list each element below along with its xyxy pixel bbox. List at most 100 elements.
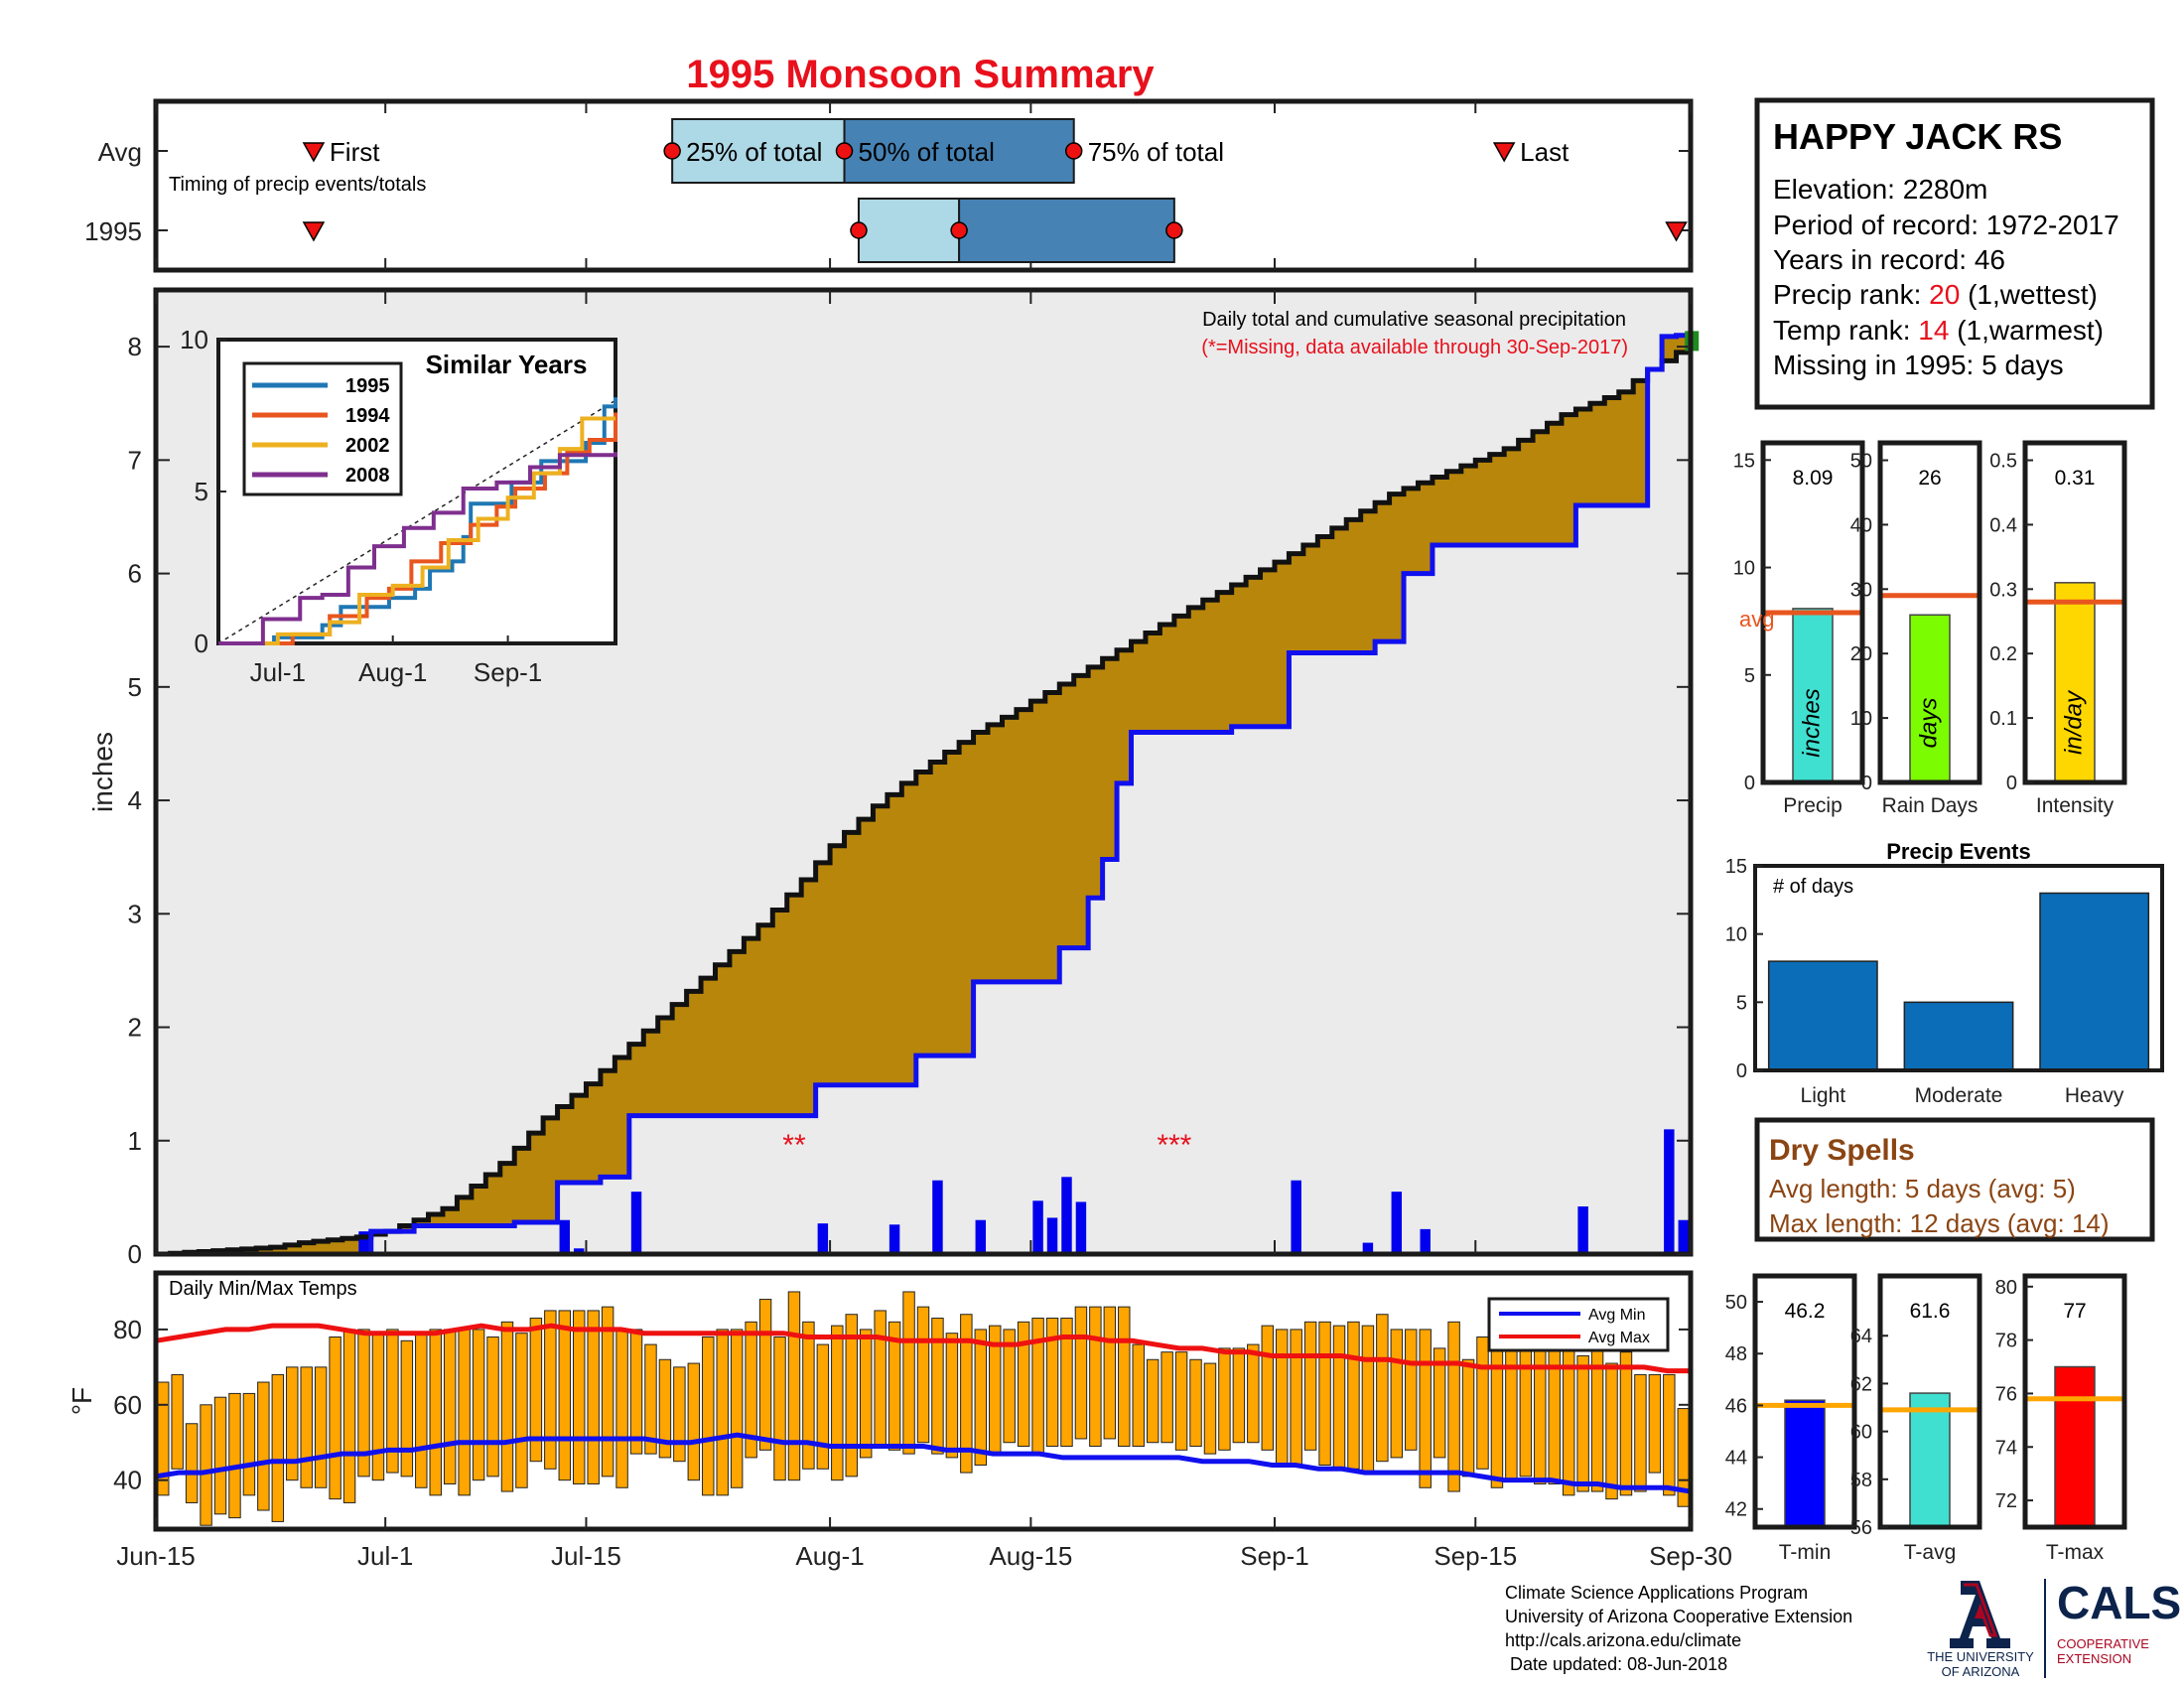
mini-ytick-label: 50 [1850, 451, 1872, 473]
year-q25-q50-box [857, 198, 961, 263]
temp-rank: Temp rank: 14 (1,warmest) [1773, 315, 2104, 346]
daily-temp-bar [1146, 1358, 1160, 1444]
footer-line-4: Date updated: 08-Jun-2018 [1505, 1654, 1727, 1674]
daily-temp-bar [371, 1333, 385, 1481]
avg-min-line [155, 1432, 1692, 1494]
daily-temp-bar [845, 1314, 858, 1477]
events-frame [1753, 864, 2164, 1072]
label-q25: 25% of total [686, 137, 822, 167]
daily-temp-bar [787, 1291, 801, 1481]
year-q50-marker [950, 221, 968, 239]
daily-temp-bar [1132, 1343, 1145, 1448]
timing-row-label-year: 1995 [84, 216, 142, 246]
daily-temp-bar [286, 1366, 299, 1481]
plot-frame [153, 287, 1694, 1257]
daily-temp-bar [1619, 1351, 1633, 1496]
event-bar-heavy [2039, 892, 2150, 1071]
daily-temp-bar [429, 1329, 442, 1496]
date-tick-label: Jul-15 [551, 1541, 621, 1571]
inset-series-line-2008 [218, 452, 617, 645]
temp-panel-title: Daily Min/Max Temps [169, 1278, 357, 1300]
mini-ytick-label: 46 [1725, 1395, 1747, 1417]
mini-avg-label: avg [1739, 607, 1774, 632]
station-info-box: HAPPY JACK RS Elevation: 2280m Period of… [1754, 97, 2155, 410]
label-q75: 75% of total [1088, 137, 1224, 167]
cals-sub-1: COOPERATIVE [2057, 1636, 2149, 1651]
mini-ytick-label: 40 [1850, 514, 1872, 536]
mini-unit-label: inches [1798, 688, 1825, 757]
mini-unit-label: in/day [2060, 689, 2087, 755]
daily-temp-bar [1648, 1373, 1662, 1474]
missing-data-marker: *** [1157, 1129, 1191, 1162]
mini-bar-precip [1792, 608, 1834, 783]
daily-temp-bar [887, 1321, 901, 1451]
inset-legend-label: 2008 [345, 465, 390, 487]
label-last: Last [1520, 137, 1570, 167]
date-tick-label: Aug-1 [795, 1541, 864, 1571]
daily-precip-bar [1061, 1177, 1072, 1254]
dry-spells-max: Max length: 12 days (avg: 14) [1769, 1208, 2110, 1238]
timing-row-label-avg: Avg [98, 137, 142, 167]
daily-precip-bar [1678, 1219, 1689, 1254]
daily-temp-bar [1247, 1343, 1260, 1444]
daily-temp-bar [1447, 1321, 1460, 1492]
inset-series-line-1994 [218, 412, 617, 645]
inset-xtick-label: Jul-1 [250, 657, 306, 687]
daily-temp-bar [242, 1392, 256, 1496]
year-first-triangle [302, 221, 326, 242]
mini-ytick-label: 0.2 [1989, 643, 2017, 665]
daily-temp-bar [1174, 1351, 1188, 1451]
daily-temp-bar [515, 1333, 528, 1488]
ytick-label: 6 [128, 559, 142, 589]
daily-temp-bar [615, 1329, 628, 1488]
mini-ytick-label: 0.4 [1989, 514, 2017, 536]
date-tick-label: Sep-15 [1433, 1541, 1517, 1571]
event-category-label: Moderate [1915, 1084, 2003, 1107]
daily-temp-bar [1017, 1321, 1030, 1448]
daily-precip-bar [1032, 1200, 1043, 1254]
inset-avg-dashed-line [217, 399, 616, 644]
daily-temp-bar [1332, 1325, 1346, 1470]
daily-temp-bar [300, 1366, 313, 1488]
mini-ytick-label: 72 [1995, 1490, 2017, 1512]
ytick-label: 0 [128, 1239, 142, 1269]
station-period: Period of record: 1972-2017 [1773, 210, 2119, 240]
inset-ytick-label: 5 [195, 477, 208, 506]
temp-rank-value: 14 [1918, 315, 1949, 346]
daily-temp-bar [1605, 1362, 1618, 1500]
daily-temp-bar [702, 1336, 715, 1496]
temp-rank-prefix: Temp rank: [1773, 315, 1918, 346]
daily-temp-bar [357, 1329, 370, 1477]
mini-value-label: 8.09 [1793, 467, 1834, 490]
cals-logo-text: CALS [2057, 1577, 2181, 1628]
daily-temp-bar [1534, 1339, 1547, 1484]
daily-temp-bar [1405, 1329, 1418, 1451]
mini-category-label: Precip [1783, 794, 1843, 817]
missing-data-marker: ** [782, 1129, 806, 1162]
ua-name-line-2: OF ARIZONA [1942, 1664, 2020, 1679]
daily-temp-bar [329, 1336, 341, 1500]
mini-panel-frame [2022, 440, 2127, 785]
daily-temp-bar [500, 1321, 514, 1492]
mini-category-label: T-max [2046, 1541, 2105, 1564]
daily-precip-bar [1046, 1217, 1058, 1254]
ytick-label: 1 [128, 1126, 142, 1156]
daily-temp-bar [1361, 1325, 1375, 1474]
mini-panel-frame [1760, 440, 1865, 785]
mini-value-label: 61.6 [1910, 1300, 1951, 1323]
label-q50: 50% of total [859, 137, 995, 167]
footer-line-1: Climate Science Applications Program [1505, 1583, 1808, 1603]
daily-temp-bar [1376, 1314, 1389, 1463]
avg-cumulative-line [156, 347, 1694, 1257]
daily-temp-bar [1118, 1306, 1131, 1448]
daily-temp-bar [974, 1329, 988, 1466]
daily-temp-bar [1160, 1351, 1173, 1444]
date-tick-label: Jun-15 [116, 1541, 196, 1571]
daily-temp-bar [1232, 1347, 1246, 1444]
events-ylabel: # of days [1773, 876, 1853, 898]
mini-ytick-label: 48 [1725, 1343, 1747, 1365]
daily-temp-bar [1419, 1329, 1432, 1488]
mini-value-label: 46.2 [1785, 1300, 1826, 1323]
daily-temp-bar [1490, 1336, 1504, 1488]
mini-panel-frame [1877, 440, 1982, 785]
